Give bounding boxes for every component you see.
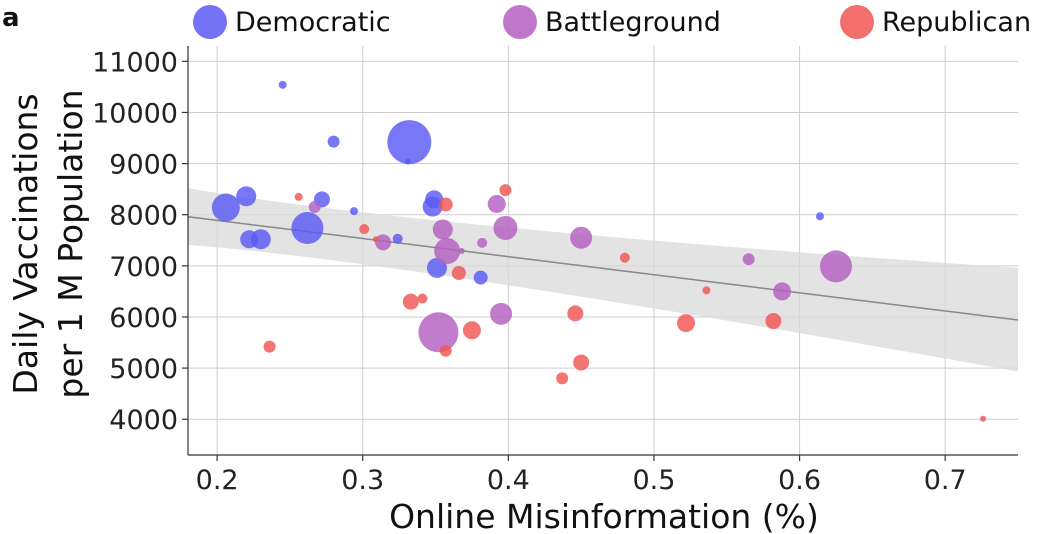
y-tick-label: 4000 [109,405,178,436]
confidence-band [188,188,1018,372]
republican-point [765,313,782,330]
democratic-point [350,207,358,216]
republican-point [619,252,630,263]
democratic-point [422,196,443,217]
battleground-point [432,219,453,240]
battleground-point [819,250,852,283]
battleground-point [773,282,792,301]
battleground-point [477,237,488,248]
republican-point [372,236,379,243]
battleground-point [570,226,593,249]
x-tick-label: 0.3 [341,465,384,496]
battleground-point [493,216,518,241]
y-axis-label-line2: per 1 M Population [51,89,90,398]
x-tick-label: 0.4 [487,465,530,496]
republican-point [451,265,466,280]
republican-point [438,197,453,212]
democratic-point [250,229,271,250]
y-tick-label: 10000 [92,98,178,129]
battleground-point [375,234,392,251]
x-tick-label: 0.5 [632,465,675,496]
x-tick-label: 0.2 [196,465,239,496]
battleground-point [308,201,321,214]
axes [182,46,1018,461]
legend-marker-democratic [193,5,227,39]
republican-point [462,321,481,340]
regression-line [187,216,1019,321]
democratic-point [473,270,488,285]
democratic-point [236,186,257,207]
republican-point [677,314,695,333]
democratic-point [211,193,240,222]
y-tick-label: 5000 [109,354,178,385]
republican-point [417,293,428,304]
democratic-point [815,212,824,221]
republican-point [573,354,590,371]
republican-point [402,293,419,310]
y-tick-label: 9000 [109,150,178,181]
battleground-point [418,312,459,353]
democratic-point [387,120,432,165]
y-axis-label-line1: Daily Vaccinations [6,93,45,394]
y-tick-labels: 4000 5000 6000 7000 8000 9000 10000 11000 [92,47,178,436]
republican-point [439,344,452,357]
legend: Democratic Battleground Republican [193,5,1031,39]
republican-point [980,415,987,422]
legend-label-democratic: Democratic [235,7,391,38]
republican-point [702,286,711,295]
democratic-point [392,233,403,244]
x-axis-label: Online Misinformation (%) [389,497,819,534]
democratic-point [327,135,340,148]
battleground-point [487,194,506,213]
x-tick-label: 0.6 [778,465,821,496]
legend-label-battleground: Battleground [545,7,721,38]
panel-label: a [2,3,20,33]
battleground-point [490,302,513,325]
battleground-point [742,253,755,266]
y-tick-label: 6000 [109,303,178,334]
legend-marker-battleground [503,5,537,39]
republican-point [294,192,303,201]
data-points [211,80,987,422]
battleground-point [458,248,465,255]
republican-point [567,305,584,322]
legend-marker-republican [840,5,874,39]
plot-area [182,46,1019,461]
x-tick-label: 0.7 [924,465,967,496]
democratic-point [404,158,411,165]
y-tick-label: 8000 [109,201,178,232]
legend-label-republican: Republican [882,7,1031,38]
democratic-point [278,80,287,89]
battleground-point [434,238,461,265]
republican-point [499,184,512,197]
democratic-point [291,212,324,245]
y-tick-label: 11000 [92,47,178,78]
republican-point [359,224,370,235]
republican-point [556,372,569,385]
y-tick-label: 7000 [109,252,178,283]
republican-point [263,340,276,353]
x-tick-labels: 0.2 0.3 0.4 0.5 0.6 0.7 [196,465,967,496]
